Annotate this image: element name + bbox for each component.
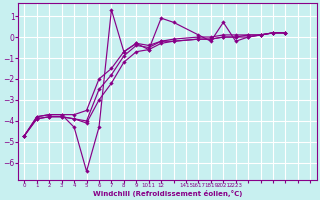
X-axis label: Windchill (Refroidissement éolien,°C): Windchill (Refroidissement éolien,°C) <box>93 190 242 197</box>
